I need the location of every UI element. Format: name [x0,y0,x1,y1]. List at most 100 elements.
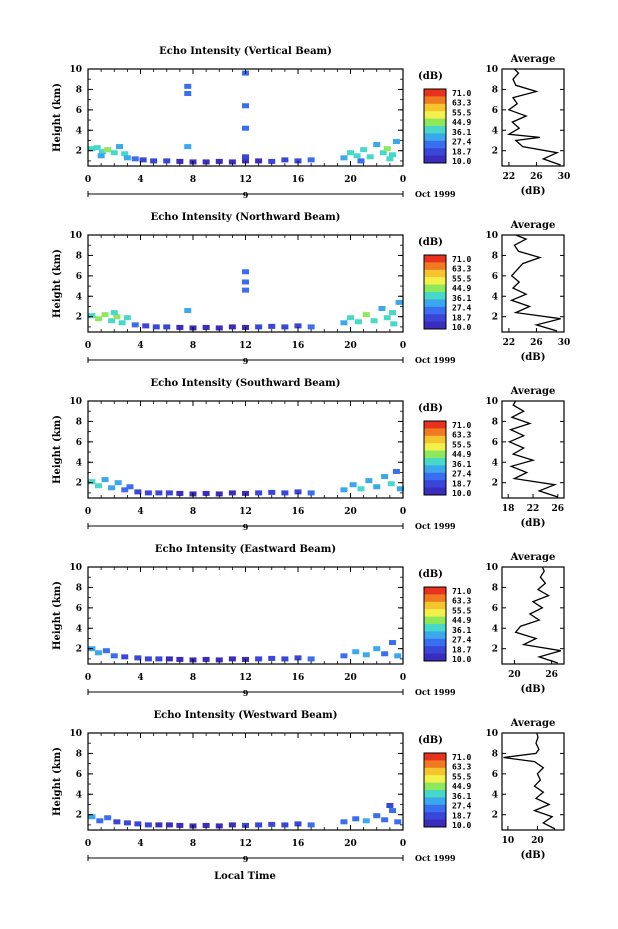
echo-cell [176,158,184,164]
average-y-tick-label: 6 [492,770,498,780]
echo-cell [242,269,249,275]
y-tick-label: 10 [69,729,82,739]
echo-cell [116,144,123,150]
echo-cell [281,490,289,496]
average-y-tick-label: 8 [492,85,498,95]
echo-cell [383,146,391,152]
x-tick-label: 8 [190,341,196,351]
average-x-label: (dB) [521,518,546,529]
y-tick-label: 8 [76,583,82,593]
panel-3: Echo Intensity (Eastward Beam) 2 4 6 8 10 Heig… [52,544,565,698]
echo-cell [395,299,403,305]
echo-cell [396,486,404,492]
colorbar-unit: (dB) [418,569,443,580]
x-tick-label: 0 [85,673,91,683]
colorbar-level: 36.1 [452,626,471,635]
colorbar-swatch [424,262,446,271]
echo-cell [394,819,402,825]
x-tick-label: 8 [190,839,196,849]
echo-cell [347,150,354,156]
colorbar-level: 63.3 [452,431,471,440]
average-x-tick-label: 10 [502,836,515,846]
x-tick-label: 0 [400,673,406,683]
y-tick-label: 2 [76,811,82,821]
x-tick-label: 16 [292,507,305,517]
x-tick-label: 0 [85,341,91,351]
echo-cell [176,656,184,662]
colorbar-swatch [424,609,446,618]
average-x-tick-label: 20 [508,670,521,680]
colorbar-level: 55.5 [452,772,471,781]
echo-cell [294,158,302,164]
echo-cell [110,310,118,316]
y-tick-label: 6 [76,106,82,116]
colorbar-swatch [424,594,446,603]
average-x-label: (dB) [521,352,546,363]
echo-cell [150,158,158,164]
echo-cell [123,155,131,161]
colorbar-swatch [424,140,446,149]
average-y-tick-label: 4 [492,624,498,634]
colorbar-swatch [424,631,446,640]
echo-cell [215,823,223,829]
average-title: Average [510,54,556,65]
echo-cell [389,310,396,316]
colorbar-level: 55.5 [452,440,471,449]
echo-cell [340,155,348,161]
colorbar-swatch [424,118,446,127]
echo-cell [131,156,139,162]
average-y-tick-label: 4 [492,126,498,136]
colorbar-level: 71.0 [452,421,471,430]
average-profile-line [503,732,556,830]
colorbar-swatch [424,480,446,489]
panel-1: Echo Intensity (Northward Beam) 2 4 6 8 10 Hei… [52,212,570,366]
echo-cell [357,486,365,492]
colorbar-level: 18.7 [452,811,471,820]
colorbar-level: 71.0 [452,753,471,762]
echo-cell [176,822,184,828]
echo-cell [228,159,236,165]
average-y-tick-label: 10 [485,397,498,407]
colorbar-level: 44.9 [452,118,471,127]
y-tick-label: 6 [76,438,82,448]
echo-cell [88,814,96,820]
x-tick-label: 0 [400,507,406,517]
echo-cell [152,324,160,330]
date-label: Oct 1999 [415,355,456,365]
colorbar-level: 55.5 [452,108,471,117]
echo-cell [215,491,223,497]
echo-cell [134,489,142,495]
echo-cell [365,478,373,484]
echo-cell [110,653,118,659]
average-profile-line [514,566,562,664]
average-y-tick-label: 10 [485,231,498,241]
echo-cell [88,479,96,485]
echo-cell [123,820,131,826]
colorbar-frame [423,752,447,828]
echo-cell [144,656,152,662]
echo-cell [144,490,152,496]
colorbar-level: 71.0 [452,255,471,264]
echo-cell [108,485,116,491]
colorbar-swatch [424,767,446,776]
x-tick-label: 0 [85,507,91,517]
panel-title: Echo Intensity (Eastward Beam) [155,544,336,555]
colorbar-swatch [424,450,446,459]
panel-title: Echo Intensity (Northward Beam) [151,212,341,223]
colorbar-swatch [424,443,446,452]
echo-cell [165,822,173,828]
echo-cell [381,651,389,657]
echo-cell [386,156,394,162]
colorbar-swatch [424,421,446,429]
colorbar-unit: (dB) [418,237,443,248]
colorbar-level: 10.0 [452,821,471,830]
average-x-tick-label: 20 [531,836,544,846]
echo-cell [349,482,357,488]
echo-cell [294,489,302,495]
panel-title: Echo Intensity (Southward Beam) [151,378,341,389]
x-tick-label: 4 [137,839,143,849]
colorbar-swatch [424,624,446,632]
x-tick-label: 20 [344,507,357,517]
echo-cell [389,640,396,646]
echo-cell [165,490,173,496]
